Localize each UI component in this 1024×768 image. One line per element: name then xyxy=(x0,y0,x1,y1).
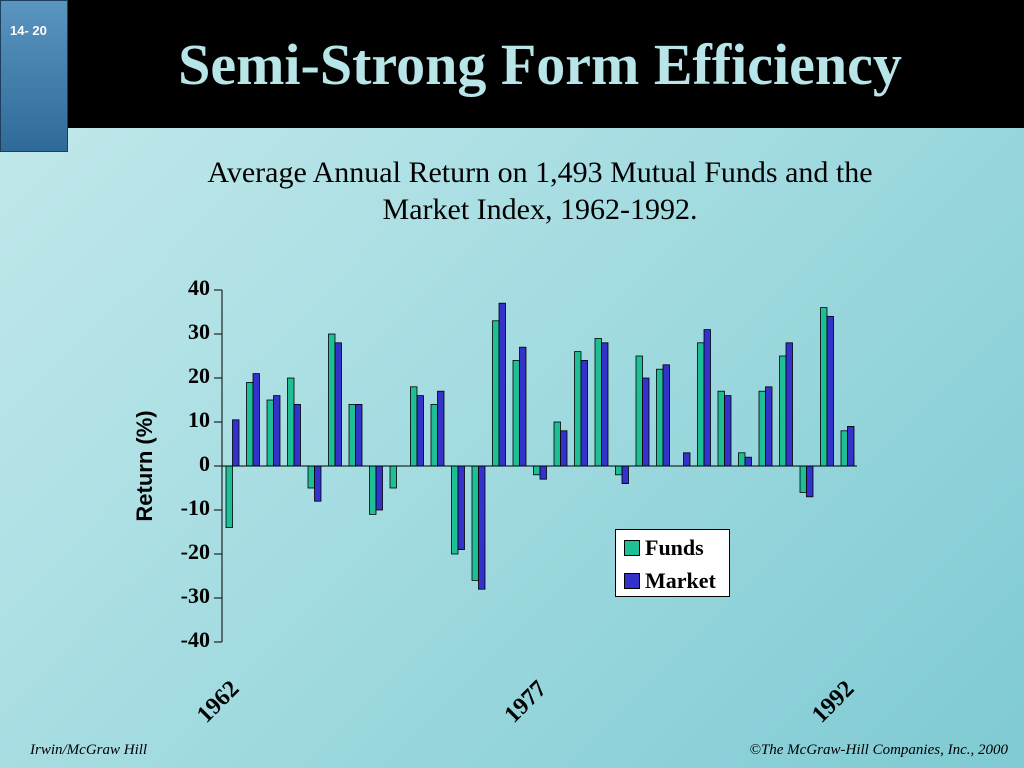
legend-swatch-funds xyxy=(624,540,640,556)
bar-market-1986 xyxy=(724,395,732,467)
x-tick-label-1992: 1992 xyxy=(807,676,859,728)
y-tick-label: -40 xyxy=(181,627,210,652)
bar-market-1965 xyxy=(293,403,301,467)
legend-item-funds: Funds xyxy=(624,535,704,561)
bar-market-1977 xyxy=(539,465,547,480)
bar-market-1978 xyxy=(560,430,568,467)
bar-market-1966 xyxy=(314,465,322,502)
bar-funds-1991 xyxy=(820,307,828,467)
bar-market-1987 xyxy=(744,456,752,467)
bar-funds-1987 xyxy=(738,452,746,467)
title-bar xyxy=(0,0,1024,128)
x-axis-ticks: 1962 1977 1992 xyxy=(192,676,859,728)
y-tick-label: 40 xyxy=(188,275,210,300)
bar-market-1990 xyxy=(806,465,814,498)
bar-funds-1969 xyxy=(369,465,377,515)
chart-title: Average Annual Return on 1,493 Mutual Fu… xyxy=(140,154,940,228)
bar-market-1984 xyxy=(683,452,691,467)
bar-funds-1963 xyxy=(246,381,254,467)
slide-number-box: 14- 20 xyxy=(0,0,68,152)
bar-funds-1985 xyxy=(697,342,705,467)
chart-title-line-2: Market Index, 1962-1992. xyxy=(382,193,698,226)
bar-market-1988 xyxy=(765,386,773,467)
bar-funds-1967 xyxy=(328,333,336,467)
bar-market-1972 xyxy=(437,390,445,467)
bar-funds-1964 xyxy=(266,399,274,467)
bar-funds-1977 xyxy=(533,465,541,476)
chart-title-line-1: Average Annual Return on 1,493 Mutual Fu… xyxy=(207,156,873,189)
bar-market-1991 xyxy=(826,315,834,467)
bar-group xyxy=(225,302,855,590)
bar-market-1964 xyxy=(273,395,281,467)
bar-market-1981 xyxy=(621,465,629,485)
footer-copyright: ©The McGraw-Hill Companies, Inc., 2000 xyxy=(749,742,1008,758)
bar-market-1985 xyxy=(703,329,711,467)
bar-funds-1986 xyxy=(717,390,725,467)
bar-market-1982 xyxy=(642,377,650,467)
bar-funds-1962 xyxy=(225,465,233,528)
bar-funds-1975 xyxy=(492,320,500,467)
bar-market-1992 xyxy=(847,425,855,467)
bar-funds-1989 xyxy=(779,355,787,467)
legend-label-funds: Funds xyxy=(645,535,704,560)
bar-market-1979 xyxy=(580,359,588,467)
bar-funds-1983 xyxy=(656,368,664,467)
bar-funds-1980 xyxy=(594,337,602,467)
y-tick-label: 10 xyxy=(188,407,210,432)
bar-market-1976 xyxy=(519,346,527,467)
bar-market-1989 xyxy=(785,342,793,467)
bar-funds-1974 xyxy=(471,465,479,581)
bar-funds-1978 xyxy=(553,421,561,467)
bar-market-1967 xyxy=(334,342,342,467)
bar-funds-1988 xyxy=(758,390,766,467)
bar-funds-1976 xyxy=(512,359,520,467)
legend-item-market: Market xyxy=(624,568,716,594)
slide-number: 14- 20 xyxy=(10,23,47,38)
bar-market-1968 xyxy=(355,403,363,467)
bar-funds-1990 xyxy=(799,465,807,493)
bar-funds-1992 xyxy=(840,430,848,467)
bar-market-1983 xyxy=(662,364,670,467)
bar-funds-1972 xyxy=(430,403,438,467)
y-tick-label: 30 xyxy=(188,319,210,344)
chart-legend: Funds Market xyxy=(615,529,730,597)
bar-market-1962 xyxy=(232,419,240,467)
bar-funds-1973 xyxy=(451,465,459,555)
bar-market-1973 xyxy=(457,465,465,550)
y-axis-label: Return (%) xyxy=(132,410,157,521)
legend-label-market: Market xyxy=(645,568,716,593)
y-tick-label: 20 xyxy=(188,363,210,388)
footer-publisher: Irwin/McGraw Hill xyxy=(30,742,148,758)
bar-market-1974 xyxy=(478,465,486,590)
bar-funds-1966 xyxy=(307,465,315,489)
x-tick-label-1977: 1977 xyxy=(500,676,552,728)
bar-funds-1982 xyxy=(635,355,643,467)
y-tick-label: -20 xyxy=(181,539,210,564)
legend-swatch-market xyxy=(624,573,640,589)
bar-market-1975 xyxy=(498,302,506,467)
bar-market-1980 xyxy=(601,342,609,467)
bar-funds-1981 xyxy=(615,465,623,476)
bar-market-1969 xyxy=(375,465,383,511)
y-tick-label: 0 xyxy=(199,451,210,476)
bar-funds-1971 xyxy=(410,386,418,467)
y-tick-label: -30 xyxy=(181,583,210,608)
bar-funds-1970 xyxy=(389,465,397,489)
bar-market-1971 xyxy=(416,395,424,467)
bar-funds-1979 xyxy=(574,351,582,467)
y-axis-ticks: 40 30 20 10 0 -10 -20 -30 -40 xyxy=(181,275,222,652)
bar-market-1963 xyxy=(252,373,260,467)
y-tick-label: -10 xyxy=(181,495,210,520)
x-tick-label-1962: 1962 xyxy=(192,676,244,728)
bar-funds-1965 xyxy=(287,377,295,467)
bar-funds-1968 xyxy=(348,403,356,467)
slide-title: Semi-Strong Form Efficiency xyxy=(178,32,902,97)
